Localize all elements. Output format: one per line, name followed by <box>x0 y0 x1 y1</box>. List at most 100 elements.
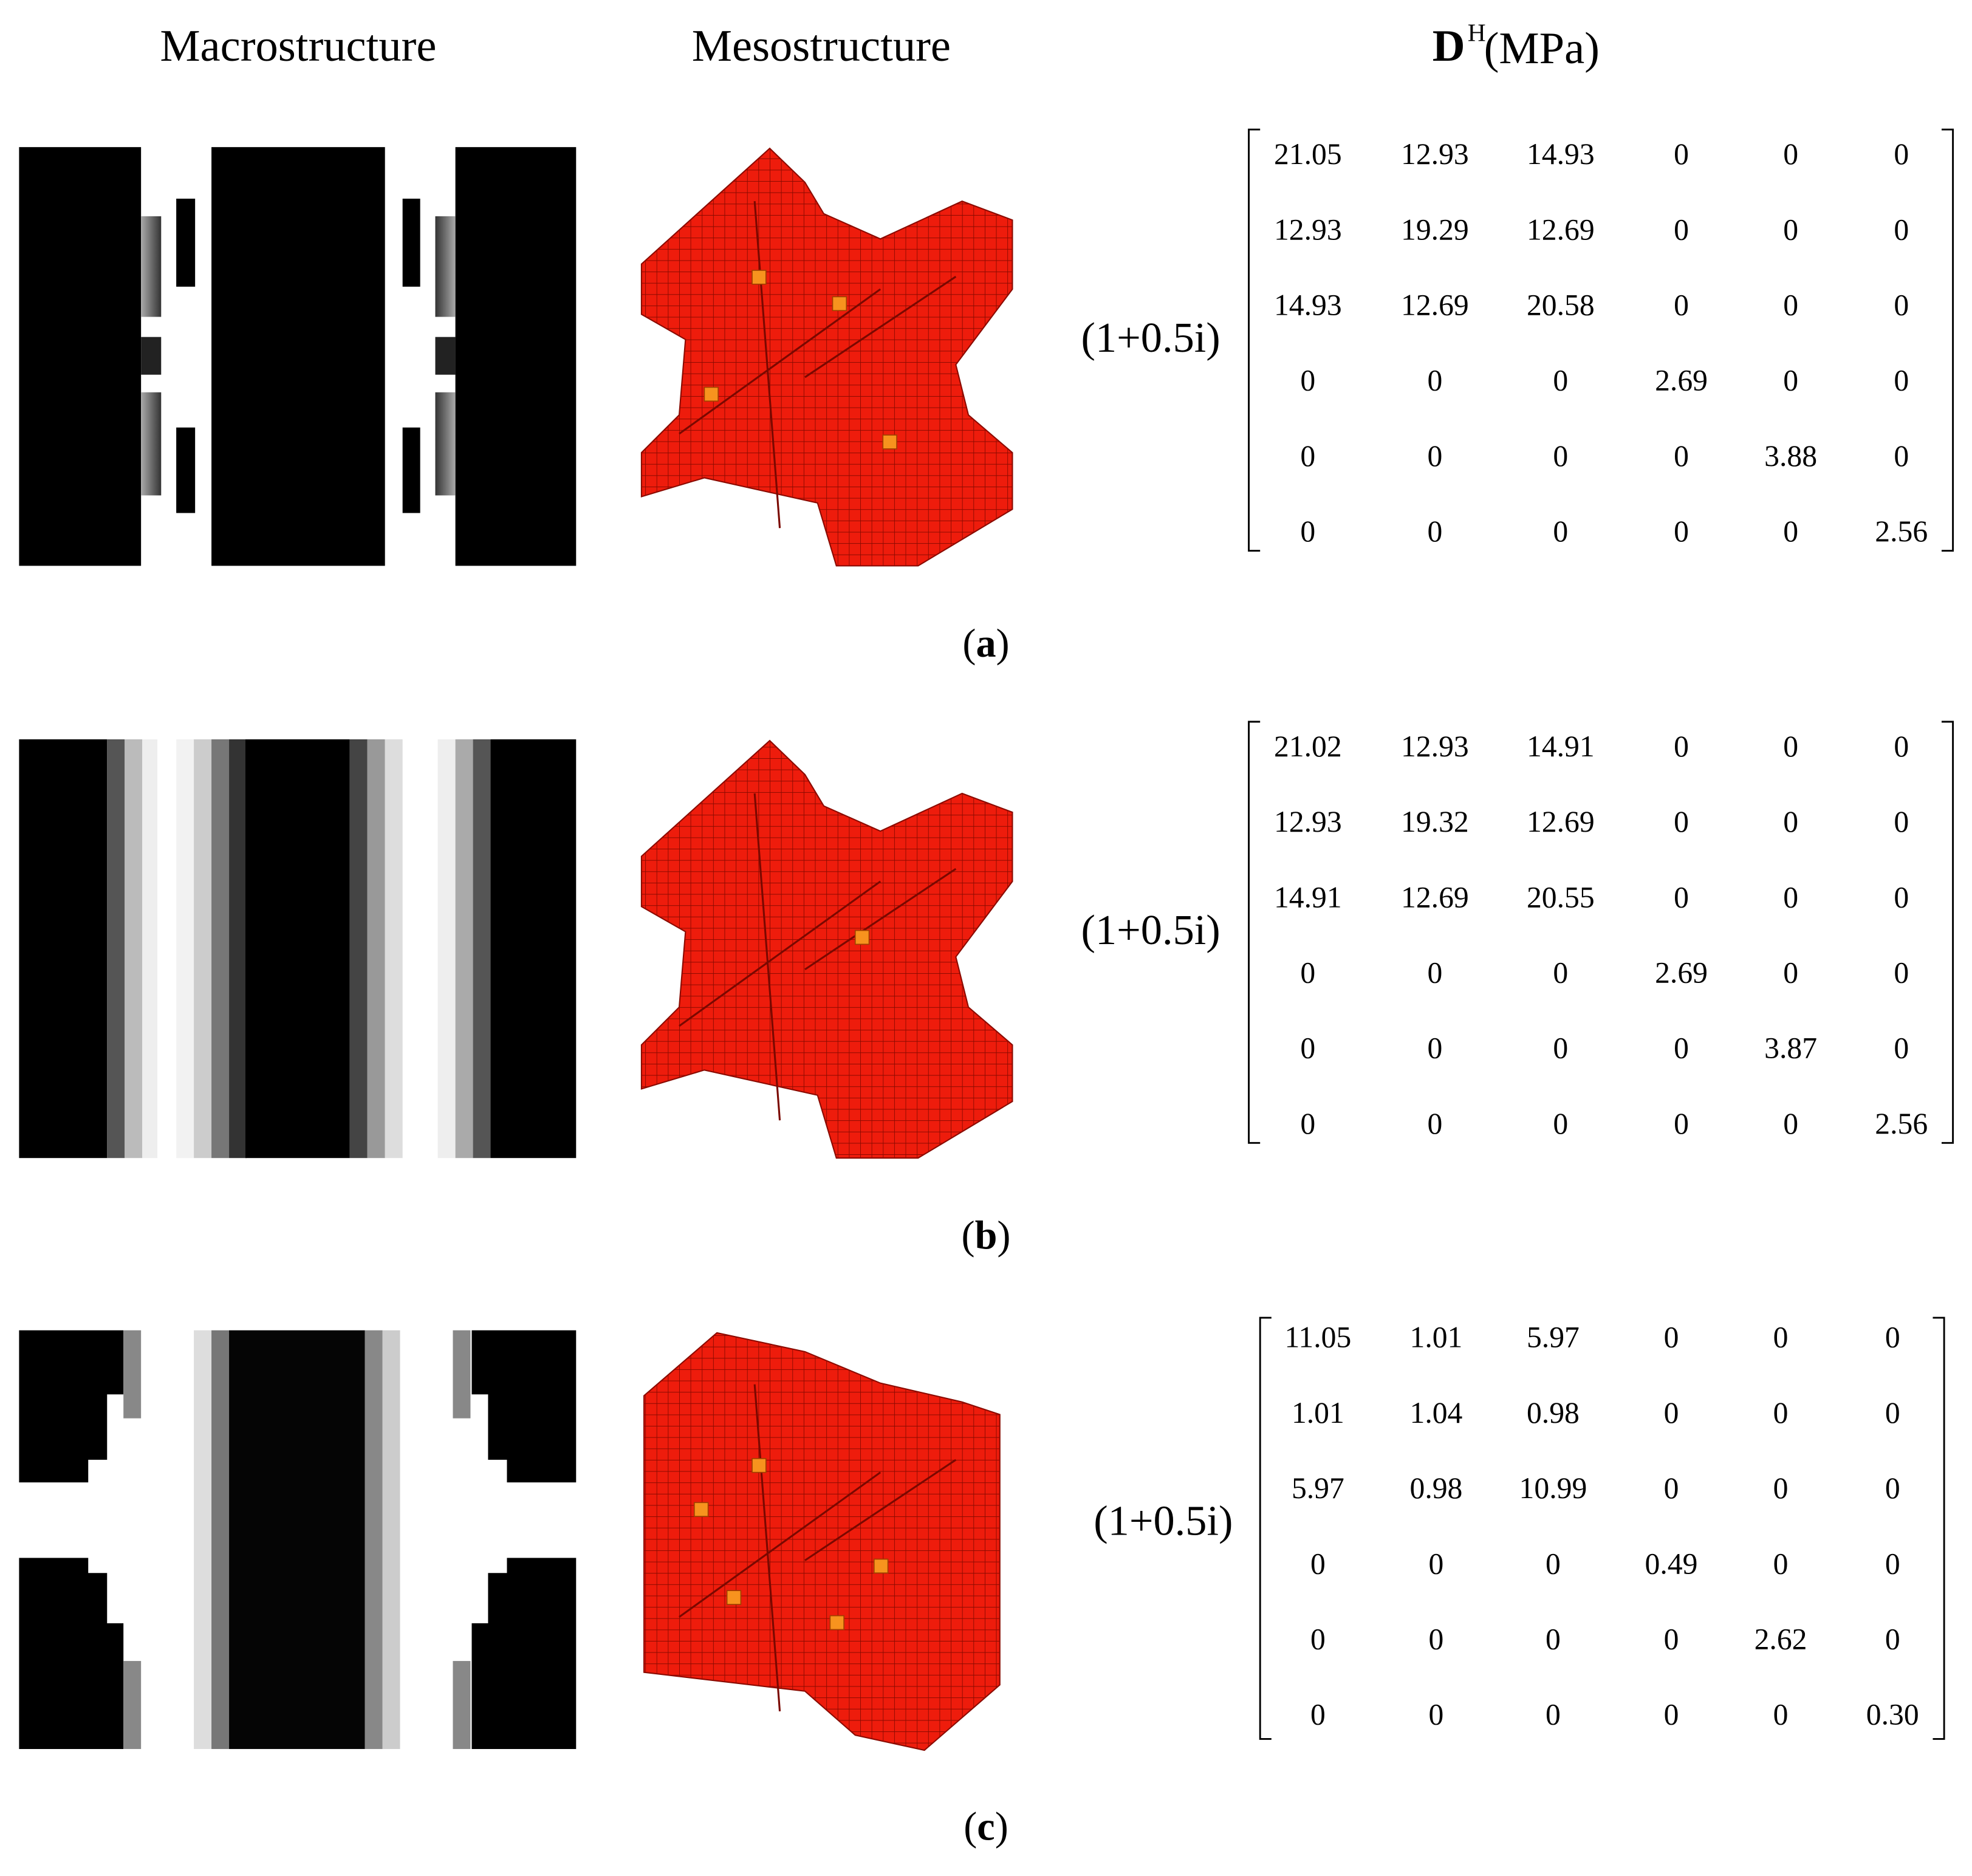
macro-cell <box>194 739 212 1159</box>
voxel-body <box>643 1332 1001 1751</box>
matrix-entry: 0 <box>1773 1471 1789 1505</box>
matrix-entry: 0 <box>1894 730 1909 763</box>
matrix-entry: 0 <box>1553 364 1568 397</box>
mesostructure <box>643 1332 1001 1751</box>
matrix-entry: 14.91 <box>1274 880 1342 914</box>
prefactor: (1+0.5i) <box>1081 314 1221 361</box>
macro-cell <box>176 739 194 1159</box>
matrix-entry: 12.69 <box>1401 288 1469 321</box>
matrix-entry: 0.49 <box>1645 1547 1698 1580</box>
caption-letter: b <box>975 1214 998 1258</box>
matrix-entry: 0 <box>1674 1032 1689 1065</box>
voxel-body <box>640 739 1013 1159</box>
matrix-entry: 0 <box>1783 137 1798 171</box>
matrix-entry: 0 <box>1664 1396 1679 1429</box>
matrix-entry: 0 <box>1674 137 1689 171</box>
matrix-entry: 0 <box>1894 1032 1909 1065</box>
matrix-entry: 0 <box>1885 1396 1900 1429</box>
voxel-highlight <box>854 929 870 945</box>
matrix-entry: 3.88 <box>1764 439 1817 473</box>
matrix-entry: 0 <box>1783 515 1798 548</box>
macrostructure <box>19 1330 577 1749</box>
macro-cell <box>194 1330 212 1749</box>
matrix-entry: 0 <box>1783 288 1798 321</box>
voxel-highlight <box>873 1558 889 1574</box>
matrix-entry: 0 <box>1894 288 1909 321</box>
matrix-entry: 2.69 <box>1655 956 1708 989</box>
prefactor: (1+0.5i) <box>1094 1498 1233 1545</box>
matrix-entry: 0 <box>1664 1471 1679 1505</box>
matrix-entry: 0 <box>1783 213 1798 246</box>
matrix-entry: 0 <box>1674 1107 1689 1140</box>
matrix-entry: 0 <box>1300 956 1315 989</box>
matrix-entry: 0 <box>1783 364 1798 397</box>
matrix-entry: 0 <box>1894 805 1909 838</box>
macro-cell <box>402 427 420 513</box>
matrix-entry: 0 <box>1300 1107 1315 1140</box>
matrix-entry: 0 <box>1300 364 1315 397</box>
voxel-edge <box>679 201 957 529</box>
matrix-symbol: D <box>1433 21 1465 71</box>
macro-cell <box>435 337 456 375</box>
matrix-entry: 0 <box>1773 1547 1789 1580</box>
matrix-entry: 5.97 <box>1292 1471 1344 1505</box>
matrix-entry: 0 <box>1783 956 1798 989</box>
voxel-highlight <box>882 434 897 450</box>
voxel-highlight <box>704 386 719 402</box>
matrix-entry: 0 <box>1300 439 1315 473</box>
matrix-entry: 0 <box>1310 1698 1326 1731</box>
matrix-entry: 20.55 <box>1527 880 1595 914</box>
matrix-entry: 0 <box>1310 1622 1326 1655</box>
matrix-entry: 21.02 <box>1274 730 1342 763</box>
matrix-entry: 2.56 <box>1875 1107 1928 1140</box>
voxel-edge <box>679 1384 957 1711</box>
macro-cell <box>365 1330 383 1749</box>
matrix-bracket-right <box>1933 1316 1945 1740</box>
macro-cell <box>19 1558 124 1749</box>
macro-cell <box>455 739 473 1159</box>
matrix-entry: 0 <box>1885 1321 1900 1354</box>
matrix-entry: 3.87 <box>1764 1032 1817 1065</box>
macro-cell <box>123 1330 142 1419</box>
caption-letter: c <box>977 1805 995 1849</box>
matrix-bracket-left <box>1248 128 1261 552</box>
matrix-entry: 0 <box>1894 213 1909 246</box>
macro-cell <box>19 147 142 566</box>
caption-close: ) <box>995 1805 1008 1849</box>
matrix-entry: 12.93 <box>1274 213 1342 246</box>
matrix-entry: 0 <box>1427 515 1442 548</box>
matrix-entry: 0 <box>1546 1698 1561 1731</box>
matrix-entry: 0 <box>1885 1471 1900 1505</box>
caption-open: ( <box>964 1805 977 1849</box>
matrix-entry: 0 <box>1885 1547 1900 1580</box>
matrix-entry: 0 <box>1674 515 1689 548</box>
matrix-entry: 12.93 <box>1274 805 1342 838</box>
matrix-entry: 0 <box>1773 1698 1789 1731</box>
matrix-entry: 0 <box>1674 880 1689 914</box>
matrix-entry: 0 <box>1300 515 1315 548</box>
macro-cell <box>349 739 368 1159</box>
matrix-entry: 0 <box>1674 213 1689 246</box>
matrix-entry: 0 <box>1783 805 1798 838</box>
macro-cell <box>402 199 420 287</box>
matrix-entry: 0 <box>1773 1321 1789 1354</box>
matrix-entry: 14.91 <box>1527 730 1595 763</box>
matrix-entry: 12.69 <box>1527 213 1595 246</box>
matrix-entry: 0 <box>1674 288 1689 321</box>
matrix-entry: 0 <box>1773 1396 1789 1429</box>
macro-cell <box>176 199 196 287</box>
matrix-entry: 0 <box>1427 364 1442 397</box>
macro-cell <box>229 1330 365 1749</box>
macro-cell <box>125 739 143 1159</box>
macro-cell <box>385 739 403 1159</box>
matrix-bracket-right <box>1941 721 1954 1144</box>
voxel-highlight <box>829 1615 844 1631</box>
matrix-entry: 0 <box>1894 439 1909 473</box>
matrix-entry: 0 <box>1674 439 1689 473</box>
matrix-entry: 2.56 <box>1875 515 1928 548</box>
matrix-entry: 0 <box>1894 137 1909 171</box>
matrix-entry: 1.01 <box>1410 1321 1463 1354</box>
macro-cell <box>229 739 247 1159</box>
mesostructure <box>640 147 1013 567</box>
